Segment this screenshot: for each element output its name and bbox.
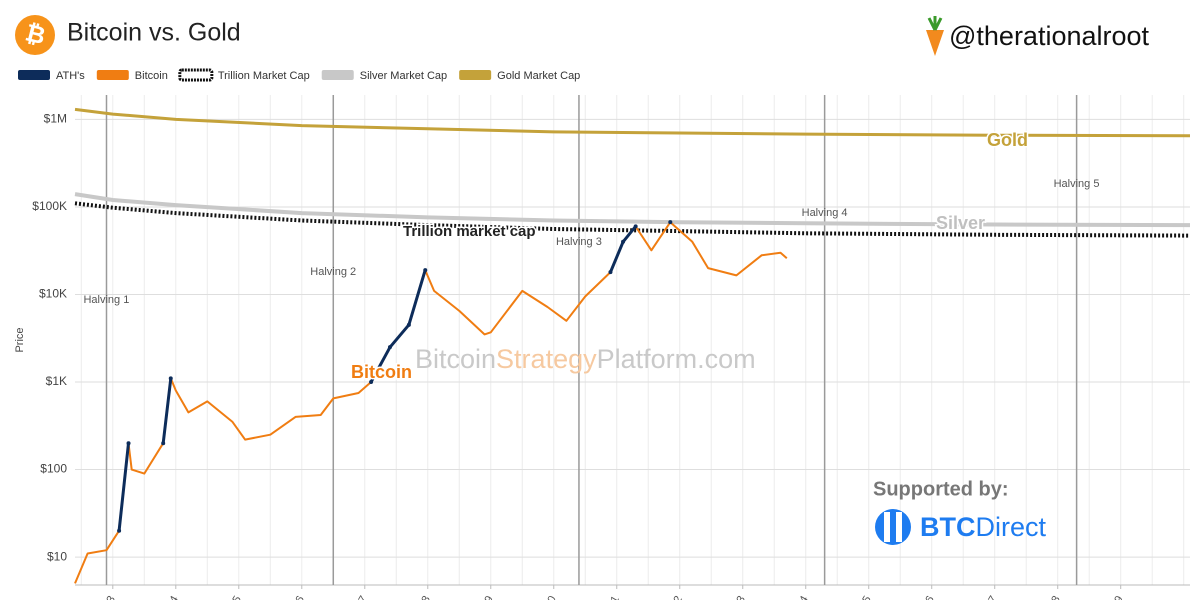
plot-area: $10 $100 $1K $10K $100K $1M 13 14 15 16 17 18 19 20 21… xyxy=(32,95,1191,605)
y-tick-label: $10 xyxy=(47,549,67,563)
sponsor-caption: Supported by: xyxy=(873,478,1009,500)
halving-label: Halving 4 xyxy=(802,207,848,219)
ath-point xyxy=(406,322,411,327)
y-axis-label: Price xyxy=(14,327,26,352)
series-line xyxy=(74,201,1191,238)
handle: @therationalroot xyxy=(949,21,1150,51)
annotation: Bitcoin xyxy=(351,362,412,382)
x-tick-label: 13 xyxy=(101,594,118,600)
watermark-part: Platform.com xyxy=(597,344,756,374)
x-tick-label: 24 xyxy=(794,594,811,600)
legend-swatch xyxy=(178,68,214,82)
halving-label: Halving 2 xyxy=(310,266,356,278)
x-tick-label: 18 xyxy=(416,594,433,600)
x-tick-label: 20 xyxy=(542,594,559,600)
legend-label: Trillion Market Cap xyxy=(218,70,310,82)
x-tick-label: 15 xyxy=(227,594,244,600)
legend-label: Silver Market Cap xyxy=(360,70,447,82)
series-line xyxy=(74,221,788,584)
legend: ATH's Bitcoin Trillion Market Cap Silver Ma… xyxy=(18,68,580,82)
x-tick-label: 21 xyxy=(605,594,622,600)
ath-point xyxy=(387,345,392,350)
y-tick-label: $100K xyxy=(32,199,67,213)
halving-label: Halving 5 xyxy=(1054,178,1100,190)
series-line xyxy=(74,107,1191,138)
x-tick-label: 25 xyxy=(857,594,874,600)
annotation: Silver xyxy=(936,213,985,233)
y-tick-label: $1K xyxy=(46,374,67,388)
x-tick-label: 16 xyxy=(290,594,307,600)
sponsor-logo xyxy=(875,509,911,545)
page-title: Bitcoin vs. Gold xyxy=(67,19,241,47)
x-tick-label: 14 xyxy=(164,594,181,600)
y-tick-label: $1M xyxy=(44,112,67,126)
halving-label: Halving 3 xyxy=(556,236,602,248)
ath-point xyxy=(608,270,613,275)
y-tick-label: $100 xyxy=(40,462,67,476)
x-tick-label: 28 xyxy=(1046,594,1063,600)
watermark-part: Bitcoin xyxy=(415,344,496,374)
legend-label: Bitcoin xyxy=(135,70,168,82)
legend-swatch xyxy=(321,70,354,80)
ath-point xyxy=(168,376,173,381)
halving-label: Halving 1 xyxy=(83,294,129,306)
watermark: BitcoinStrategyPlatform.com xyxy=(415,344,756,374)
x-tick-label: 27 xyxy=(983,594,1000,600)
ath-point xyxy=(369,380,374,385)
watermark-part: Strategy xyxy=(496,344,597,374)
x-tick-label: 29 xyxy=(1109,594,1126,600)
ath-point xyxy=(161,441,166,446)
sponsor-brand: BTCDirect xyxy=(920,512,1047,542)
ath-point xyxy=(126,441,131,446)
ath-point xyxy=(633,224,638,229)
brand-part: BTC xyxy=(920,512,976,542)
annotation: Trillion market cap xyxy=(403,223,536,240)
x-tick-label: 19 xyxy=(479,594,496,600)
legend-swatch xyxy=(96,70,129,80)
ath-point xyxy=(621,239,626,244)
brand-part: Direct xyxy=(976,512,1047,542)
x-tick-label: 17 xyxy=(353,594,370,600)
x-tick-label: 23 xyxy=(731,594,748,600)
y-tick-label: $10K xyxy=(39,287,67,301)
ath-point xyxy=(117,528,122,533)
ath-point xyxy=(668,220,673,225)
legend-label: Gold Market Cap xyxy=(497,70,580,82)
legend-label: ATH's xyxy=(56,70,85,82)
x-tick-label: 22 xyxy=(668,594,685,600)
x-tick-label: 26 xyxy=(920,594,937,600)
annotation: Gold xyxy=(987,130,1028,150)
ath-point xyxy=(423,268,428,273)
series-line xyxy=(74,192,1191,228)
carrot-icon xyxy=(926,16,944,56)
legend-swatch xyxy=(18,70,50,80)
bitcoin-icon xyxy=(15,15,55,55)
legend-swatch xyxy=(459,70,492,80)
